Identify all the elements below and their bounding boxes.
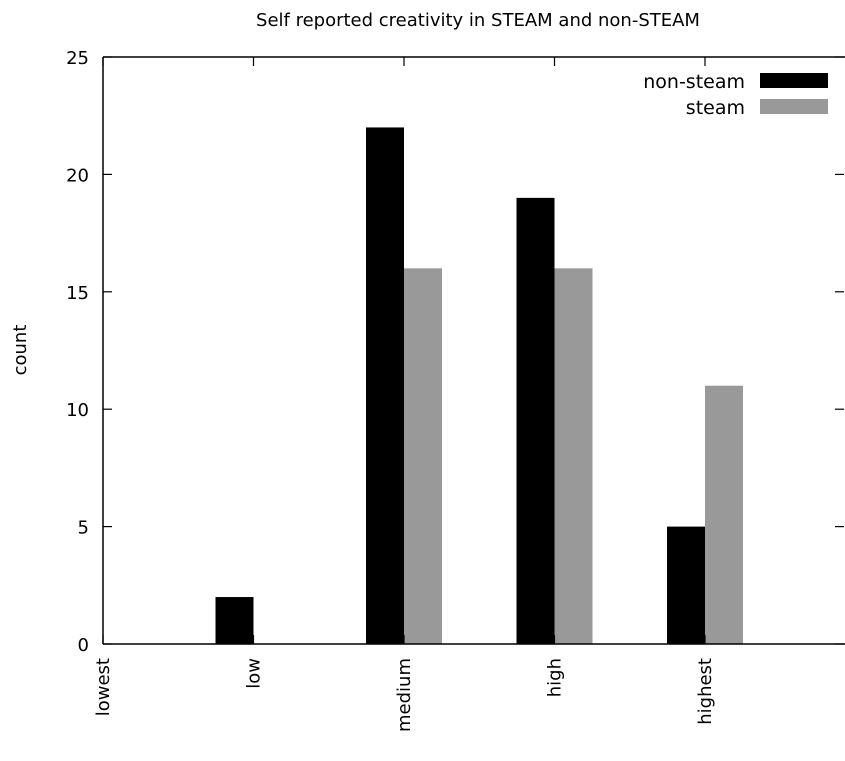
chart-title: Self reported creativity in STEAM and no…	[256, 10, 700, 31]
bar-steam-medium	[404, 268, 442, 644]
axes-group: 0 5 10 15 20 25 lowest low medium high highest	[66, 48, 845, 732]
bar-non-steam-medium	[366, 127, 404, 644]
legend-swatch-steam	[760, 99, 828, 114]
bar-non-steam-highest	[667, 526, 705, 644]
legend-label-non-steam: non-steam	[643, 71, 745, 93]
y-tick-label-0: 0	[78, 635, 89, 656]
bars-group	[215, 127, 743, 644]
bar-steam-high	[554, 268, 593, 644]
x-tick-label-medium: medium	[394, 658, 415, 732]
bar-steam-highest	[705, 385, 743, 644]
x-tick-label-low: low	[244, 658, 265, 689]
y-tick-label-10: 10	[66, 400, 89, 421]
y-tick-label-15: 15	[66, 283, 89, 304]
x-tick-label-highest: highest	[695, 658, 716, 725]
bar-non-steam-high	[516, 197, 555, 644]
bar-non-steam-low	[215, 597, 254, 644]
y-axis-label: count	[10, 325, 31, 376]
y-tick-label-20: 20	[66, 165, 89, 186]
y-tick-label-25: 25	[66, 48, 89, 69]
legend-swatch-non-steam	[760, 73, 828, 88]
x-tick-label-lowest: lowest	[93, 658, 114, 716]
x-tick-label-high: high	[545, 658, 566, 697]
legend: non-steam steam	[643, 71, 828, 119]
legend-label-steam: steam	[686, 97, 745, 119]
y-tick-label-5: 5	[78, 518, 89, 539]
